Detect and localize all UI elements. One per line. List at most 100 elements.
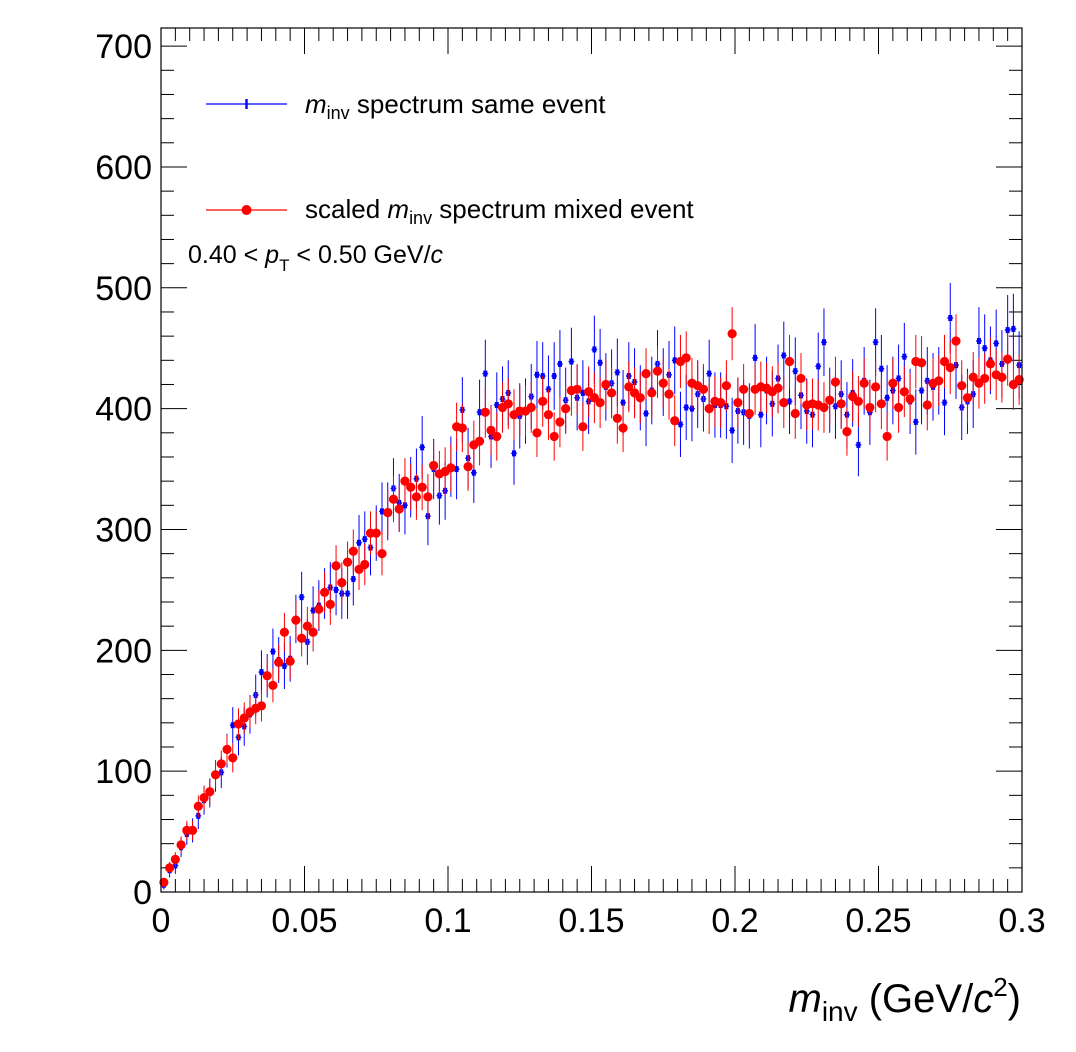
- data-point: [733, 398, 743, 408]
- data-point: [480, 407, 490, 417]
- data-point: [601, 379, 611, 390]
- data-point: [549, 431, 559, 442]
- data-point: [836, 399, 846, 409]
- data-point: [859, 378, 869, 388]
- data-point: [842, 427, 852, 437]
- data-point: [612, 413, 622, 423]
- data-point: [351, 576, 356, 583]
- data-point: [980, 373, 990, 384]
- data-point: [357, 539, 362, 546]
- data-point: [853, 396, 864, 406]
- y-tick-label: 300: [95, 511, 152, 549]
- legend-entry-same-event: minv spectrum same event: [206, 89, 606, 123]
- data-point: [331, 561, 341, 571]
- data-point: [377, 549, 387, 559]
- data-point: [647, 388, 657, 398]
- data-point: [379, 508, 384, 515]
- data-point: [400, 476, 410, 486]
- data-point: [446, 463, 456, 473]
- data-point: [621, 399, 626, 406]
- y-tick-label: 100: [95, 753, 152, 791]
- data-point: [957, 381, 967, 391]
- data-point: [262, 671, 272, 681]
- data-point: [474, 436, 485, 446]
- data-point: [279, 627, 290, 637]
- data-point: [538, 396, 548, 406]
- data-point: [457, 423, 467, 433]
- data-point: [698, 384, 709, 394]
- data-point: [406, 482, 416, 492]
- data-point: [681, 353, 691, 363]
- data-point: [228, 753, 238, 763]
- data-point: [982, 345, 987, 352]
- data-point: [781, 352, 786, 359]
- data-point: [641, 369, 651, 379]
- data-point: [739, 384, 749, 394]
- data-point: [968, 372, 978, 382]
- data-point: [420, 444, 425, 451]
- data-point: [552, 373, 557, 380]
- data-point: [598, 359, 603, 366]
- data-point: [942, 399, 947, 406]
- data-point: [471, 469, 476, 476]
- data-point: [876, 399, 886, 409]
- data-point: [256, 701, 267, 711]
- data-point: [678, 421, 683, 428]
- data-point: [919, 387, 924, 394]
- legend-marker-mixed-event: [241, 205, 252, 215]
- data-point: [997, 372, 1007, 382]
- data-point: [821, 339, 826, 346]
- data-point: [557, 360, 562, 367]
- y-tick-label: 500: [95, 270, 152, 308]
- pt-range-annotation: 0.40 < pT < 0.50 GeV/c: [188, 241, 444, 275]
- data-point: [299, 594, 304, 601]
- data-point: [302, 621, 312, 631]
- data-point: [282, 663, 287, 670]
- data-point: [325, 599, 335, 610]
- data-point: [334, 586, 339, 593]
- x-tick-label: 0.15: [558, 902, 624, 940]
- data-point: [916, 358, 927, 368]
- data-point: [572, 384, 582, 394]
- data-point: [503, 399, 513, 409]
- data-point: [893, 402, 904, 413]
- data-point: [913, 418, 918, 425]
- data-point: [922, 400, 932, 410]
- data-point: [492, 431, 502, 442]
- data-point: [512, 450, 517, 457]
- data-point: [787, 398, 792, 405]
- data-point: [1011, 325, 1016, 332]
- data-point: [624, 382, 634, 392]
- data-point: [362, 536, 367, 543]
- data-point: [199, 793, 209, 803]
- y-tick-label: 600: [95, 149, 152, 187]
- data-point: [311, 607, 316, 614]
- data-point: [402, 502, 407, 509]
- data-point: [704, 404, 714, 414]
- data-point: [753, 354, 758, 361]
- data-point: [580, 389, 585, 396]
- data-point: [463, 462, 473, 472]
- data-point: [730, 427, 735, 434]
- data-point: [727, 329, 737, 339]
- data-point: [222, 744, 232, 755]
- x-tick-label: 0.1: [424, 902, 471, 940]
- data-point: [882, 431, 892, 442]
- series-mixed-event: [159, 307, 1024, 887]
- data-point: [429, 460, 439, 471]
- data-point: [411, 492, 422, 502]
- data-point: [342, 557, 353, 567]
- data-point: [388, 494, 399, 504]
- data-point: [905, 394, 915, 404]
- data-point: [543, 410, 554, 420]
- data-point: [285, 656, 295, 666]
- data-point: [896, 375, 901, 382]
- x-tick-label: 0.3: [998, 902, 1045, 940]
- legend-label-same-event: minv spectrum same event: [305, 89, 606, 123]
- data-point: [879, 365, 884, 372]
- data-point: [569, 358, 574, 365]
- data-point: [345, 590, 350, 597]
- x-axis-title: minv (GeV/c2): [788, 972, 1021, 1027]
- data-point: [595, 398, 605, 408]
